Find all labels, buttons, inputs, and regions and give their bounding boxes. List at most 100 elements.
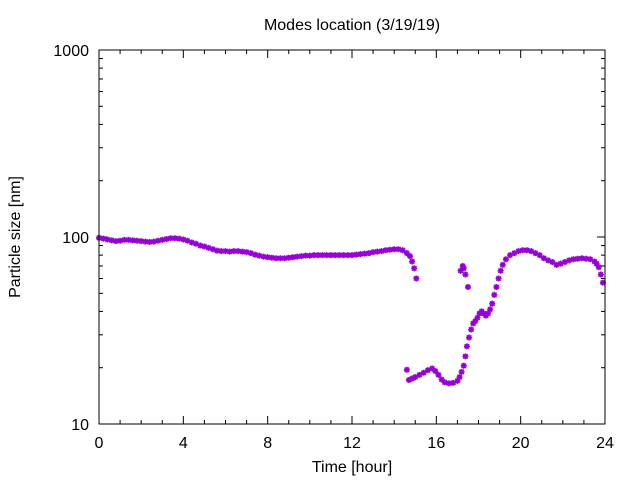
data-point	[344, 252, 351, 259]
x-tick-label: 16	[427, 435, 445, 452]
data-point	[499, 261, 506, 268]
data-point	[192, 240, 199, 247]
data-point	[487, 306, 494, 313]
data-point	[484, 310, 491, 317]
data-point	[159, 236, 166, 243]
data-point	[222, 248, 229, 255]
data-point	[112, 238, 119, 245]
data-point	[511, 250, 518, 257]
data-point	[382, 247, 389, 254]
data-point	[468, 326, 475, 333]
data-point	[403, 250, 410, 257]
data-point	[464, 284, 471, 291]
data-point	[247, 250, 254, 257]
data-point	[502, 256, 509, 263]
data-point	[403, 366, 410, 373]
data-point	[294, 253, 301, 260]
data-point	[399, 247, 406, 254]
data-point	[167, 235, 174, 242]
data-point	[472, 318, 479, 325]
data-point	[230, 248, 237, 255]
data-point	[587, 256, 594, 263]
data-point	[146, 239, 153, 246]
data-point	[277, 255, 284, 262]
data-point	[336, 252, 343, 259]
data-point	[133, 237, 140, 244]
data-point	[264, 254, 271, 261]
data-point	[515, 248, 522, 255]
data-point	[386, 246, 393, 253]
data-point	[412, 374, 419, 381]
data-point	[201, 243, 208, 250]
data-point	[528, 248, 535, 255]
data-point	[566, 257, 573, 264]
data-point	[306, 252, 313, 259]
data-point	[370, 249, 377, 256]
data-point	[129, 237, 136, 244]
data-point	[593, 260, 600, 267]
data-point	[460, 265, 467, 272]
data-point	[406, 253, 413, 260]
data-point	[470, 320, 477, 327]
data-point	[523, 247, 530, 254]
data-point	[495, 275, 502, 282]
data-point	[256, 252, 263, 259]
data-point	[260, 253, 267, 260]
data-point	[545, 257, 552, 264]
data-point	[441, 379, 448, 386]
data-point	[411, 265, 418, 272]
data-point	[457, 267, 464, 274]
data-point	[298, 253, 305, 260]
data-point	[268, 254, 275, 261]
data-point	[462, 353, 469, 360]
data-point	[424, 367, 431, 374]
data-point	[420, 369, 427, 376]
data-point	[578, 255, 585, 262]
data-point	[489, 300, 496, 307]
data-point	[218, 248, 225, 255]
data-point	[117, 237, 124, 244]
data-point	[460, 362, 467, 369]
data-point	[458, 368, 465, 375]
data-point	[100, 235, 107, 242]
data-point	[583, 255, 590, 262]
data-point	[395, 246, 402, 253]
data-point	[378, 248, 385, 255]
data-point	[391, 246, 398, 253]
data-point	[226, 248, 233, 255]
data-point	[597, 271, 604, 278]
data-point	[374, 248, 381, 255]
data-point	[163, 236, 170, 243]
data-point	[125, 236, 132, 243]
data-point	[462, 271, 469, 278]
data-point	[491, 291, 498, 298]
data-point	[561, 259, 568, 266]
data-point	[435, 371, 442, 378]
data-point	[281, 255, 288, 262]
data-point	[493, 284, 500, 291]
data-point	[332, 252, 339, 259]
data-point	[365, 250, 372, 257]
data-point	[459, 262, 466, 269]
data-point	[540, 255, 547, 262]
data-point	[239, 248, 246, 255]
y-tick-label: 100	[62, 230, 89, 247]
data-point	[353, 251, 360, 258]
x-tick-label: 20	[512, 435, 530, 452]
ticks-layer: 0 4 8 12 16 20 24 10 100 1000	[53, 43, 614, 452]
data-point	[188, 239, 195, 246]
points-layer	[96, 234, 606, 387]
data-point	[409, 258, 416, 265]
data-point	[549, 259, 556, 266]
data-point	[205, 244, 212, 251]
data-point	[463, 343, 470, 350]
data-point	[405, 376, 412, 383]
x-axis-label: Time [hour]	[312, 459, 392, 476]
data-point	[413, 275, 420, 282]
data-point	[285, 254, 292, 261]
data-point	[327, 252, 334, 259]
data-point	[155, 237, 162, 244]
x-tick-label: 4	[179, 435, 188, 452]
data-point	[252, 251, 259, 258]
data-point	[323, 252, 330, 259]
